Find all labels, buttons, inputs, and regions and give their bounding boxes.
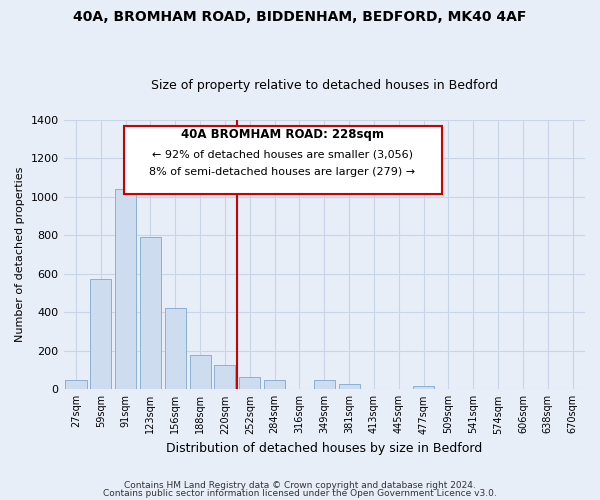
Bar — [65, 380, 86, 390]
Bar — [115, 189, 136, 390]
Text: Contains public sector information licensed under the Open Government Licence v3: Contains public sector information licen… — [103, 488, 497, 498]
Text: 40A, BROMHAM ROAD, BIDDENHAM, BEDFORD, MK40 4AF: 40A, BROMHAM ROAD, BIDDENHAM, BEDFORD, M… — [73, 10, 527, 24]
FancyBboxPatch shape — [124, 126, 442, 194]
X-axis label: Distribution of detached houses by size in Bedford: Distribution of detached houses by size … — [166, 442, 482, 455]
Title: Size of property relative to detached houses in Bedford: Size of property relative to detached ho… — [151, 79, 498, 92]
Bar — [165, 308, 186, 390]
Bar — [90, 278, 112, 390]
Y-axis label: Number of detached properties: Number of detached properties — [15, 166, 25, 342]
Bar — [264, 380, 285, 390]
Bar — [140, 237, 161, 390]
Bar — [214, 365, 235, 390]
Text: 40A BROMHAM ROAD: 228sqm: 40A BROMHAM ROAD: 228sqm — [181, 128, 384, 141]
Bar — [413, 386, 434, 390]
Bar — [314, 380, 335, 390]
Bar — [338, 384, 359, 390]
Bar — [239, 377, 260, 390]
Text: Contains HM Land Registry data © Crown copyright and database right 2024.: Contains HM Land Registry data © Crown c… — [124, 481, 476, 490]
Text: 8% of semi-detached houses are larger (279) →: 8% of semi-detached houses are larger (2… — [149, 167, 416, 177]
Bar — [190, 354, 211, 390]
Text: ← 92% of detached houses are smaller (3,056): ← 92% of detached houses are smaller (3,… — [152, 150, 413, 160]
